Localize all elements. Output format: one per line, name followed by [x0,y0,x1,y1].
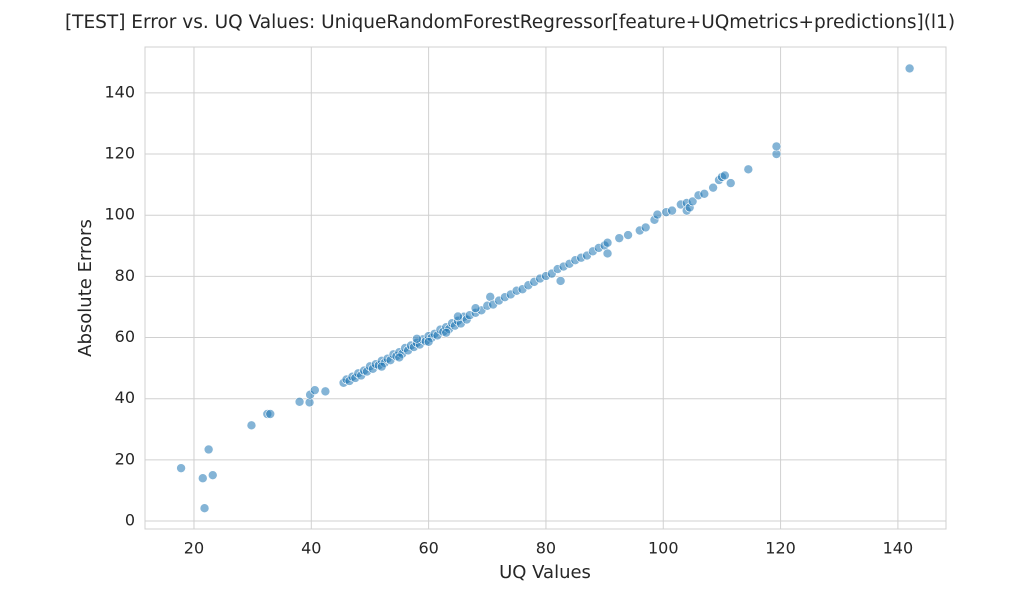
y-tick-label: 40 [115,388,135,407]
point [743,164,754,175]
point [602,248,613,259]
point [412,333,422,344]
point [394,352,405,363]
point [555,276,566,286]
point [470,303,481,313]
x-tick-label: 20 [184,539,204,558]
point [708,182,718,193]
x-tick-label: 40 [301,539,321,558]
point [667,205,677,216]
point [310,385,320,395]
point [623,230,633,240]
point [771,141,782,152]
plot-frame [144,46,947,530]
point [441,327,452,338]
point [687,196,698,207]
point [265,409,276,419]
x-tick-label: 100 [648,539,679,558]
point [320,386,331,397]
x-tick-label: 140 [883,539,914,558]
chart-title: [TEST] Error vs. UQ Values: UniqueRandom… [65,12,955,33]
point [720,170,730,181]
point [207,470,218,480]
point [652,209,663,220]
point [640,222,651,233]
point [376,361,387,372]
y-tick-label: 0 [125,511,135,530]
y-axis-label: Absolute Errors [75,219,96,357]
x-tick-label: 80 [536,539,556,558]
point [197,473,208,484]
y-tick-label: 20 [115,449,135,468]
y-tick-label: 80 [115,266,135,285]
point [904,63,915,74]
x-tick-label: 120 [765,539,796,558]
point [294,396,305,407]
y-tick-label: 100 [104,205,135,224]
point [699,189,710,199]
point [176,463,186,473]
point [246,420,257,431]
point [602,237,613,248]
point [199,503,210,514]
point [203,444,214,455]
x-axis-label: UQ Values [499,562,591,583]
point [423,337,434,347]
y-tick-label: 60 [115,327,135,346]
point [725,178,736,188]
point [453,311,463,322]
point [614,233,625,243]
x-tick-label: 60 [418,539,438,558]
y-tick-label: 120 [104,144,135,163]
y-tick-label: 140 [104,82,135,101]
